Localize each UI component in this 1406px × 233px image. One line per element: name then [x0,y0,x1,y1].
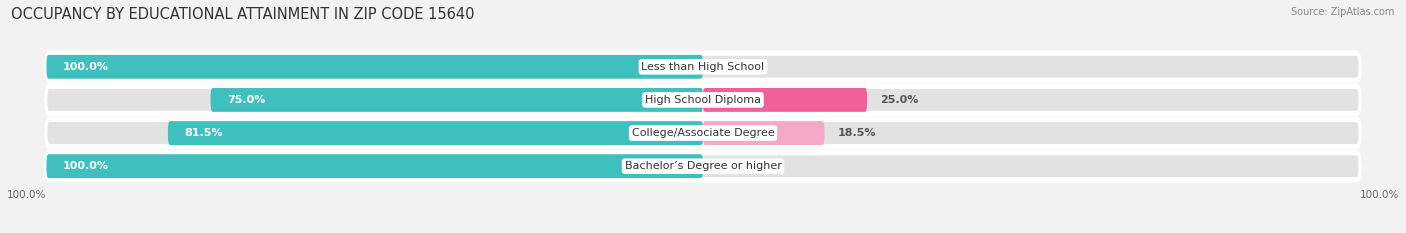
Text: 0.0%: 0.0% [735,161,766,171]
Text: OCCUPANCY BY EDUCATIONAL ATTAINMENT IN ZIP CODE 15640: OCCUPANCY BY EDUCATIONAL ATTAINMENT IN Z… [11,7,475,22]
Text: 100.0%: 100.0% [63,62,108,72]
Text: Bachelor’s Degree or higher: Bachelor’s Degree or higher [624,161,782,171]
Text: High School Diploma: High School Diploma [645,95,761,105]
Text: Less than High School: Less than High School [641,62,765,72]
FancyBboxPatch shape [46,121,1360,145]
Text: 18.5%: 18.5% [838,128,876,138]
FancyBboxPatch shape [211,88,703,112]
Text: 100.0%: 100.0% [63,161,108,171]
FancyBboxPatch shape [167,121,703,145]
Text: College/Associate Degree: College/Associate Degree [631,128,775,138]
FancyBboxPatch shape [46,154,1360,178]
Text: 25.0%: 25.0% [880,95,918,105]
Text: 75.0%: 75.0% [226,95,266,105]
Text: 100.0%: 100.0% [1360,190,1399,200]
FancyBboxPatch shape [703,88,868,112]
FancyBboxPatch shape [46,55,703,79]
FancyBboxPatch shape [46,55,1360,79]
Text: 0.0%: 0.0% [735,62,766,72]
FancyBboxPatch shape [703,121,824,145]
Text: 100.0%: 100.0% [7,190,46,200]
FancyBboxPatch shape [46,154,703,178]
FancyBboxPatch shape [46,88,1360,112]
Text: Source: ZipAtlas.com: Source: ZipAtlas.com [1291,7,1395,17]
Text: 81.5%: 81.5% [184,128,222,138]
